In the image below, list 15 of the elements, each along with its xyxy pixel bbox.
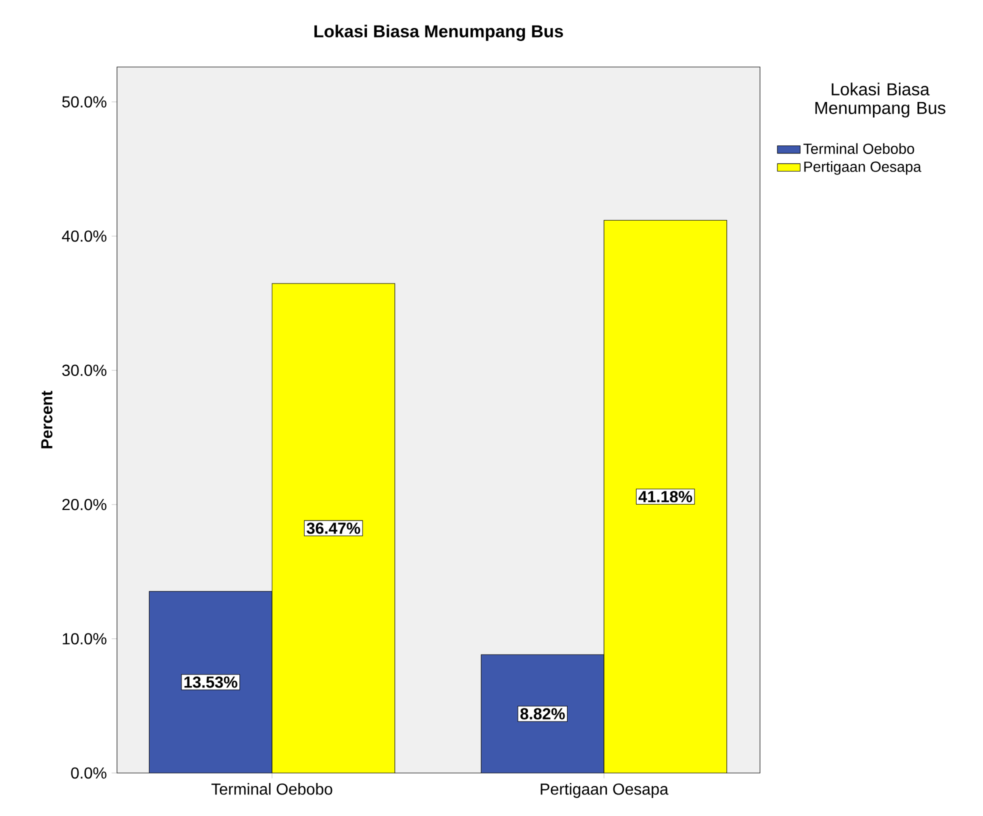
data-label: 8.82% (520, 708, 565, 720)
y-tick-label: 30.0% (62, 364, 106, 376)
legend-label: Pertigaan Oesapa (804, 161, 922, 175)
y-tick-label: 50.0% (62, 96, 106, 108)
data-label: 36.47% (306, 522, 360, 534)
y-tick-label: 40.0% (62, 230, 106, 242)
data-label: 41.18% (638, 490, 692, 502)
chart-title: Lokasi Biasa Menumpang Bus (314, 24, 563, 41)
y-axis-title: Percent (41, 390, 52, 448)
legend-title: Lokasi Biasa Menumpang Bus (815, 82, 946, 118)
y-tick-label: 20.0% (62, 498, 106, 510)
y-tick-label: 10.0% (62, 633, 106, 644)
y-tick-label: 0.0% (71, 767, 106, 779)
legend-label: Terminal Oebobo (803, 143, 914, 154)
data-label: 13.53% (184, 676, 238, 688)
